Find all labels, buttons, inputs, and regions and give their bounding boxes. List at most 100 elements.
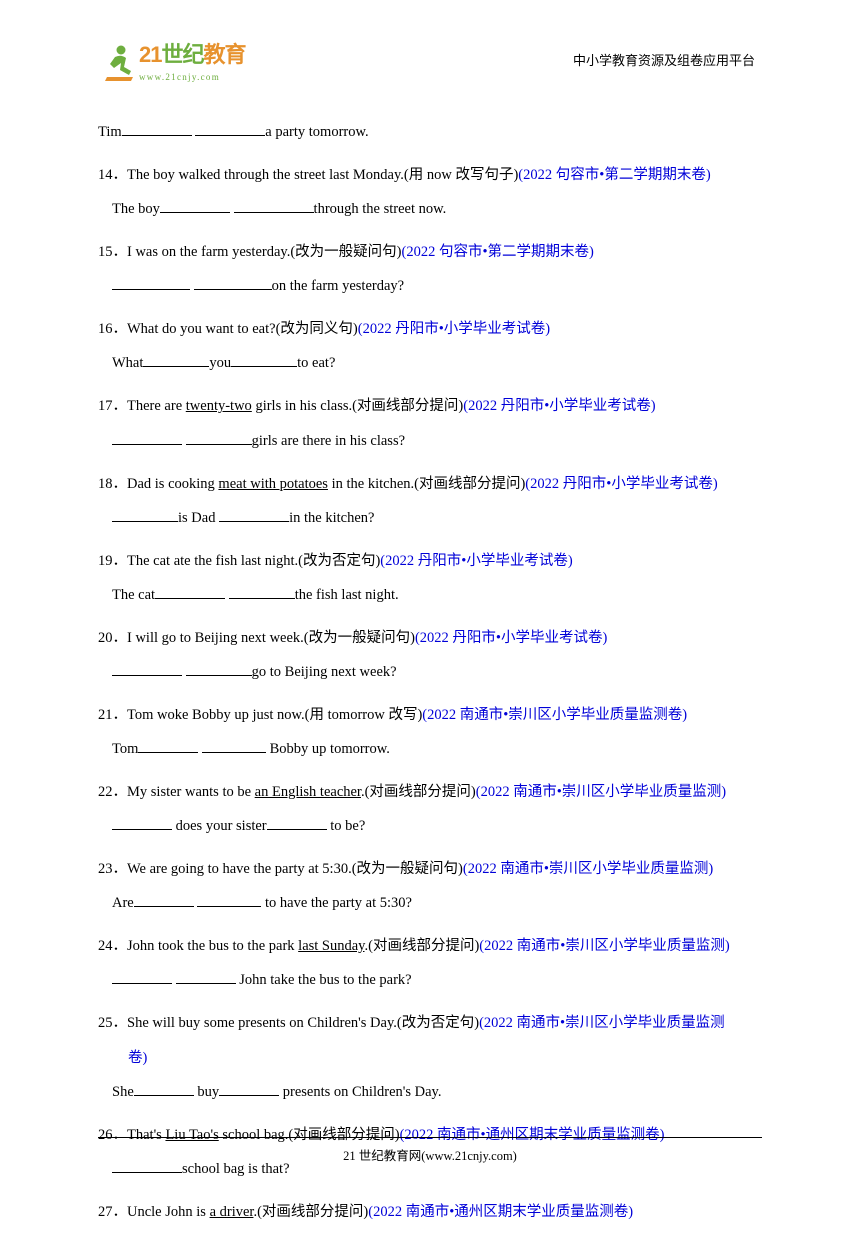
source-link[interactable]: (2022 南通市•崇川区小学毕业质量监测 — [479, 1015, 725, 1031]
question-text: Tom woke Bobby up just now.(用 tomorrow 改… — [127, 707, 422, 723]
fill-blank[interactable] — [155, 584, 225, 599]
question-text: What do you want to eat?(改为同义句) — [127, 321, 358, 337]
fill-blank[interactable] — [219, 1080, 279, 1095]
fill-blank[interactable] — [112, 661, 182, 676]
question-text: She — [112, 1084, 134, 1100]
underlined-text: meat with potatoes — [218, 476, 328, 492]
fill-blank[interactable] — [138, 738, 198, 753]
source-link[interactable]: (2022 丹阳市•小学毕业考试卷) — [525, 476, 717, 492]
question-line-2: Whatyouto eat? — [98, 346, 762, 380]
question-text: .(对画线部分提问) — [253, 1204, 368, 1220]
source-link[interactable]: (2022 句容市•第二学期期末卷) — [402, 244, 594, 260]
question-text: to be? — [327, 818, 366, 834]
question-item: 17．There are twenty-two girls in his cla… — [98, 389, 762, 457]
question-text: buy — [194, 1084, 219, 1100]
fill-blank[interactable] — [231, 352, 297, 367]
source-link[interactable]: (2022 丹阳市•小学毕业考试卷) — [358, 321, 550, 337]
source-link[interactable]: (2022 南通市•崇川区小学毕业质量监测) — [479, 938, 729, 954]
question-line-2: Are to have the party at 5:30? — [98, 886, 762, 920]
fill-blank[interactable] — [234, 198, 314, 213]
fill-blank[interactable] — [112, 429, 182, 444]
fill-blank[interactable] — [267, 815, 327, 830]
fill-blank[interactable] — [197, 892, 261, 907]
fill-blank[interactable] — [143, 352, 209, 367]
question-text: is Dad — [178, 510, 219, 526]
source-link[interactable]: (2022 南通市•崇川区小学毕业质量监测) — [463, 861, 713, 877]
question-text: .(对画线部分提问) — [361, 784, 476, 800]
question-text: That's — [127, 1127, 165, 1143]
underlined-text: an English teacher — [255, 784, 361, 800]
question-text: a party tomorrow. — [265, 124, 368, 140]
question-text: She will buy some presents on Children's… — [127, 1015, 479, 1031]
question-line-1: 27．Uncle John is a driver.(对画线部分提问)(2022… — [98, 1195, 762, 1229]
question-text: John took the bus to the park — [127, 938, 298, 954]
question-line-1: 22．My sister wants to be an English teac… — [98, 775, 762, 809]
question-number: 21． — [98, 707, 127, 723]
question-number: 15． — [98, 244, 127, 260]
source-link[interactable]: (2022 丹阳市•小学毕业考试卷) — [415, 630, 607, 646]
question-line-2: go to Beijing next week? — [98, 655, 762, 689]
underlined-text: a driver — [210, 1204, 254, 1220]
question-line-1: 21．Tom woke Bobby up just now.(用 tomorro… — [98, 698, 762, 732]
question-number: 18． — [98, 476, 127, 492]
logo-runner-icon — [105, 41, 135, 81]
question-text: The boy walked through the street last M… — [127, 167, 518, 183]
question-text: The cat ate the fish last night.(改为否定句) — [127, 553, 380, 569]
question-line-1: Tim a party tomorrow. — [98, 115, 762, 149]
question-text: John take the bus to the park? — [236, 972, 412, 988]
header-platform-text: 中小学教育资源及组卷应用平台 — [573, 51, 755, 71]
question-text: to eat? — [297, 355, 335, 371]
underlined-text: twenty-two — [186, 398, 252, 414]
fill-blank[interactable] — [219, 506, 289, 521]
question-text: the fish last night. — [295, 587, 399, 603]
question-item: 27．Uncle John is a driver.(对画线部分提问)(2022… — [98, 1195, 762, 1229]
question-number: 20． — [98, 630, 127, 646]
fill-blank[interactable] — [186, 429, 252, 444]
question-item: 25．She will buy some presents on Childre… — [98, 1006, 762, 1108]
question-line-1: 25．She will buy some presents on Childre… — [98, 1006, 762, 1040]
question-item: 23．We are going to have the party at 5:3… — [98, 852, 762, 920]
fill-blank[interactable] — [122, 121, 192, 136]
question-line-1: 20．I will go to Beijing next week.(改为一般疑… — [98, 621, 762, 655]
question-text: .(对画线部分提问) — [365, 938, 480, 954]
fill-blank[interactable] — [112, 969, 172, 984]
question-line-1: 15．I was on the farm yesterday.(改为一般疑问句)… — [98, 235, 762, 269]
source-link[interactable]: (2022 丹阳市•小学毕业考试卷) — [380, 553, 572, 569]
fill-blank[interactable] — [134, 1080, 194, 1095]
question-text: go to Beijing next week? — [252, 664, 397, 680]
question-number: 27． — [98, 1204, 127, 1220]
source-link[interactable]: (2022 南通市•崇川区小学毕业质量监测卷) — [422, 707, 687, 723]
fill-blank[interactable] — [186, 661, 252, 676]
fill-blank[interactable] — [160, 198, 230, 213]
question-number: 22． — [98, 784, 127, 800]
source-link[interactable]: 卷) — [128, 1050, 147, 1066]
question-line-2: is Dad in the kitchen? — [98, 501, 762, 535]
question-text: Tim — [98, 124, 122, 140]
fill-blank[interactable] — [112, 506, 178, 521]
footer-divider — [98, 1137, 762, 1138]
fill-blank[interactable] — [112, 815, 172, 830]
logo-main-zh: 世纪 — [161, 42, 203, 67]
fill-blank[interactable] — [176, 969, 236, 984]
fill-blank[interactable] — [134, 892, 194, 907]
question-text: I was on the farm yesterday.(改为一般疑问句) — [127, 244, 402, 260]
logo-url: www.21cnjy.com — [139, 71, 246, 85]
fill-blank[interactable] — [195, 121, 265, 136]
source-link[interactable]: (2022 南通市•通州区期末学业质量监测卷) — [400, 1127, 665, 1143]
source-link[interactable]: (2022 南通市•通州区期末学业质量监测卷) — [368, 1204, 633, 1220]
question-item: 22．My sister wants to be an English teac… — [98, 775, 762, 843]
question-line-2: She buy presents on Children's Day. — [98, 1075, 762, 1109]
fill-blank[interactable] — [229, 584, 295, 599]
fill-blank[interactable] — [194, 275, 272, 290]
fill-blank[interactable] — [112, 275, 190, 290]
source-link[interactable]: (2022 丹阳市•小学毕业考试卷) — [463, 398, 655, 414]
source-link[interactable]: (2022 南通市•崇川区小学毕业质量监测) — [476, 784, 726, 800]
fill-blank[interactable] — [202, 738, 266, 753]
source-link[interactable]: (2022 句容市•第二学期期末卷) — [518, 167, 710, 183]
question-text: to have the party at 5:30? — [261, 895, 412, 911]
question-item: 14．The boy walked through the street las… — [98, 158, 762, 226]
question-line-2: girls are there in his class? — [98, 424, 762, 458]
question-line-2: Tom Bobby up tomorrow. — [98, 732, 762, 766]
question-text: girls are there in his class? — [252, 433, 405, 449]
question-item: Tim a party tomorrow. — [98, 115, 762, 149]
